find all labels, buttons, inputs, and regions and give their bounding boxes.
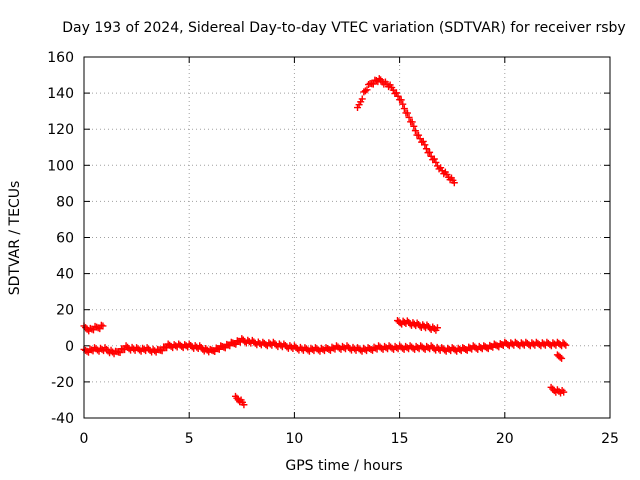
data-point bbox=[91, 322, 99, 330]
data-point bbox=[399, 100, 407, 108]
series-low-segment-7h bbox=[231, 392, 248, 409]
data-point bbox=[556, 353, 564, 361]
series-low-segment-22h bbox=[547, 383, 568, 397]
series-main-band bbox=[80, 335, 570, 358]
data-point bbox=[433, 324, 441, 332]
y-tick-label: 140 bbox=[47, 86, 74, 102]
x-tick-label: 0 bbox=[80, 431, 89, 447]
data-point bbox=[558, 354, 566, 362]
data-point bbox=[410, 122, 418, 130]
series-high-arc bbox=[354, 75, 458, 187]
y-tick-label: 40 bbox=[56, 267, 74, 283]
x-tick-label: 25 bbox=[601, 431, 619, 447]
data-point bbox=[550, 387, 558, 395]
plot-frame bbox=[83, 56, 611, 419]
data-point bbox=[405, 113, 413, 121]
data-point bbox=[450, 179, 458, 187]
data-point bbox=[361, 87, 369, 95]
data-point bbox=[421, 141, 429, 149]
data-point bbox=[397, 96, 405, 104]
data-point bbox=[358, 95, 366, 103]
data-point bbox=[430, 325, 438, 333]
y-tick-label: 100 bbox=[47, 158, 74, 174]
y-tick-label: -20 bbox=[51, 375, 74, 391]
data-point bbox=[419, 137, 427, 145]
y-tick-label: 20 bbox=[56, 303, 74, 319]
y-tick-label: 0 bbox=[65, 339, 74, 355]
data-point bbox=[86, 324, 94, 332]
data-points bbox=[80, 75, 570, 409]
x-tick-label: 15 bbox=[391, 431, 409, 447]
data-point bbox=[369, 80, 377, 88]
x-tick-label: 10 bbox=[285, 431, 303, 447]
data-point bbox=[403, 109, 411, 117]
data-point bbox=[547, 383, 555, 391]
data-point bbox=[408, 118, 416, 126]
x-tick-label: 20 bbox=[496, 431, 514, 447]
x-tick-label: 5 bbox=[185, 431, 194, 447]
y-tick-label: -40 bbox=[51, 411, 74, 427]
y-axis-label: SDTVAR / TECUs bbox=[7, 181, 23, 296]
y-tick-label: 160 bbox=[47, 50, 74, 66]
data-point bbox=[240, 401, 248, 409]
data-point bbox=[82, 324, 90, 332]
y-tick-label: 60 bbox=[56, 231, 74, 247]
series-early-upper-segment bbox=[80, 321, 107, 335]
data-point bbox=[97, 321, 105, 329]
data-point bbox=[400, 105, 408, 113]
y-tick-labels: -40 -20 0 20 40 60 80 100 120 140 160 bbox=[47, 50, 74, 427]
data-point bbox=[394, 92, 402, 100]
data-point bbox=[562, 341, 570, 349]
series-late-upper-segment bbox=[393, 317, 441, 334]
y-tick-label: 80 bbox=[56, 194, 74, 210]
data-point bbox=[555, 387, 563, 395]
data-point bbox=[411, 127, 419, 135]
grid bbox=[83, 56, 611, 419]
data-point bbox=[432, 158, 440, 166]
data-point bbox=[422, 145, 430, 153]
data-point bbox=[363, 86, 371, 94]
x-tick-labels: 0 5 10 15 20 25 bbox=[80, 431, 619, 447]
y-tick-label: 120 bbox=[47, 122, 74, 138]
data-point bbox=[415, 131, 423, 139]
data-point bbox=[392, 89, 400, 97]
data-point bbox=[426, 148, 434, 156]
chart-title: Day 193 of 2024, Sidereal Day-to-day VTE… bbox=[62, 20, 625, 36]
series-short-segment-22h bbox=[553, 351, 566, 362]
data-point bbox=[430, 155, 438, 163]
data-point bbox=[560, 340, 568, 348]
data-point bbox=[549, 385, 557, 393]
x-axis-label: GPS time / hours bbox=[285, 458, 402, 474]
data-point bbox=[560, 388, 568, 396]
data-point bbox=[93, 323, 101, 331]
data-point bbox=[99, 322, 107, 330]
